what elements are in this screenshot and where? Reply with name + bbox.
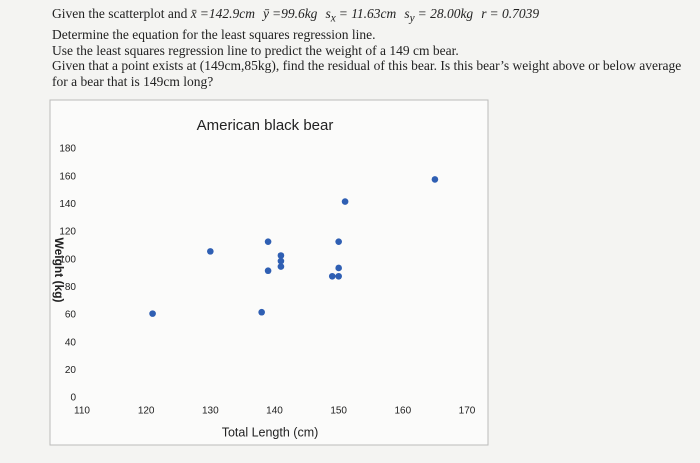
intro: Given the scatterplot and: [52, 6, 188, 21]
stat: sy = 28.00kg: [404, 6, 474, 25]
stat-symbol: s: [325, 6, 331, 21]
stat-symbol: r: [481, 6, 487, 21]
y-tick-label: 100: [59, 254, 76, 265]
y-tick-label: 120: [59, 227, 76, 238]
y-tick-label: 0: [70, 393, 76, 404]
point: [264, 267, 272, 275]
y-tick-label: 180: [59, 144, 76, 155]
point: [277, 257, 285, 265]
y-tick-label: 60: [65, 310, 77, 321]
stat: ȳ =99.6kg: [263, 6, 317, 21]
y-tick-label: 160: [59, 171, 76, 182]
point: [341, 198, 349, 205]
stat-subscript: x: [330, 12, 336, 25]
point: [335, 264, 342, 272]
point: [335, 272, 342, 280]
point: [431, 176, 439, 183]
x-tick-label: 170: [459, 406, 476, 417]
chart-title: American black bear: [197, 117, 334, 134]
stats-line: Given the scatterplot and x̄ =142.9cm ȳ =99…: [52, 6, 692, 27]
point: [264, 238, 272, 245]
stat: x̄ =142.9cm: [191, 6, 255, 21]
point: [207, 248, 214, 255]
x-tick-label: 110: [74, 406, 90, 417]
stat-value: =99.6kg: [271, 6, 318, 21]
x-tick-label: 160: [394, 406, 411, 417]
point: [328, 272, 336, 280]
y-tick-label: 140: [59, 199, 76, 210]
y-tick-label: 40: [65, 337, 77, 348]
question-line: Determine the equation for the least squ…: [52, 27, 376, 43]
point: [258, 308, 265, 316]
x-tick-label: 150: [330, 406, 347, 417]
x-tick-label: 120: [138, 406, 155, 417]
point: [335, 238, 342, 245]
stats: x̄ =142.9cm ȳ =99.6kg sx = 11.63cm sy = 28.00kg…: [191, 6, 547, 25]
question-line: Use the least squares regression line to…: [52, 42, 459, 58]
stat-value: = 11.63cm: [338, 6, 397, 21]
stat-value: = 0.7039: [489, 6, 540, 21]
point: [277, 263, 285, 270]
y-tick-label: 80: [65, 282, 77, 293]
stat: r = 0.7039: [481, 6, 539, 21]
point: [149, 310, 156, 317]
stat-symbol: x̄: [190, 6, 197, 21]
point: [277, 252, 285, 259]
stat: sx = 11.63cm: [325, 6, 397, 25]
y-axis-label: Weight (kg): [52, 237, 66, 302]
x-axis-label: Total Length (cm): [222, 425, 319, 439]
question: Given the scatterplot and x̄ =142.9cm ȳ =99…: [52, 6, 692, 89]
stat-value: = 28.00kg: [417, 6, 474, 21]
x-tick-label: 130: [202, 406, 219, 417]
x-tick-label: 140: [266, 406, 283, 417]
stat-value: =142.9cm: [199, 6, 255, 21]
stat-symbol: s: [404, 6, 410, 21]
stat-symbol: ȳ: [262, 6, 269, 21]
question-line: Given that a point exists at (149cm,85kg…: [52, 58, 682, 89]
y-tick-label: 20: [65, 365, 77, 376]
stat-subscript: y: [409, 12, 415, 25]
